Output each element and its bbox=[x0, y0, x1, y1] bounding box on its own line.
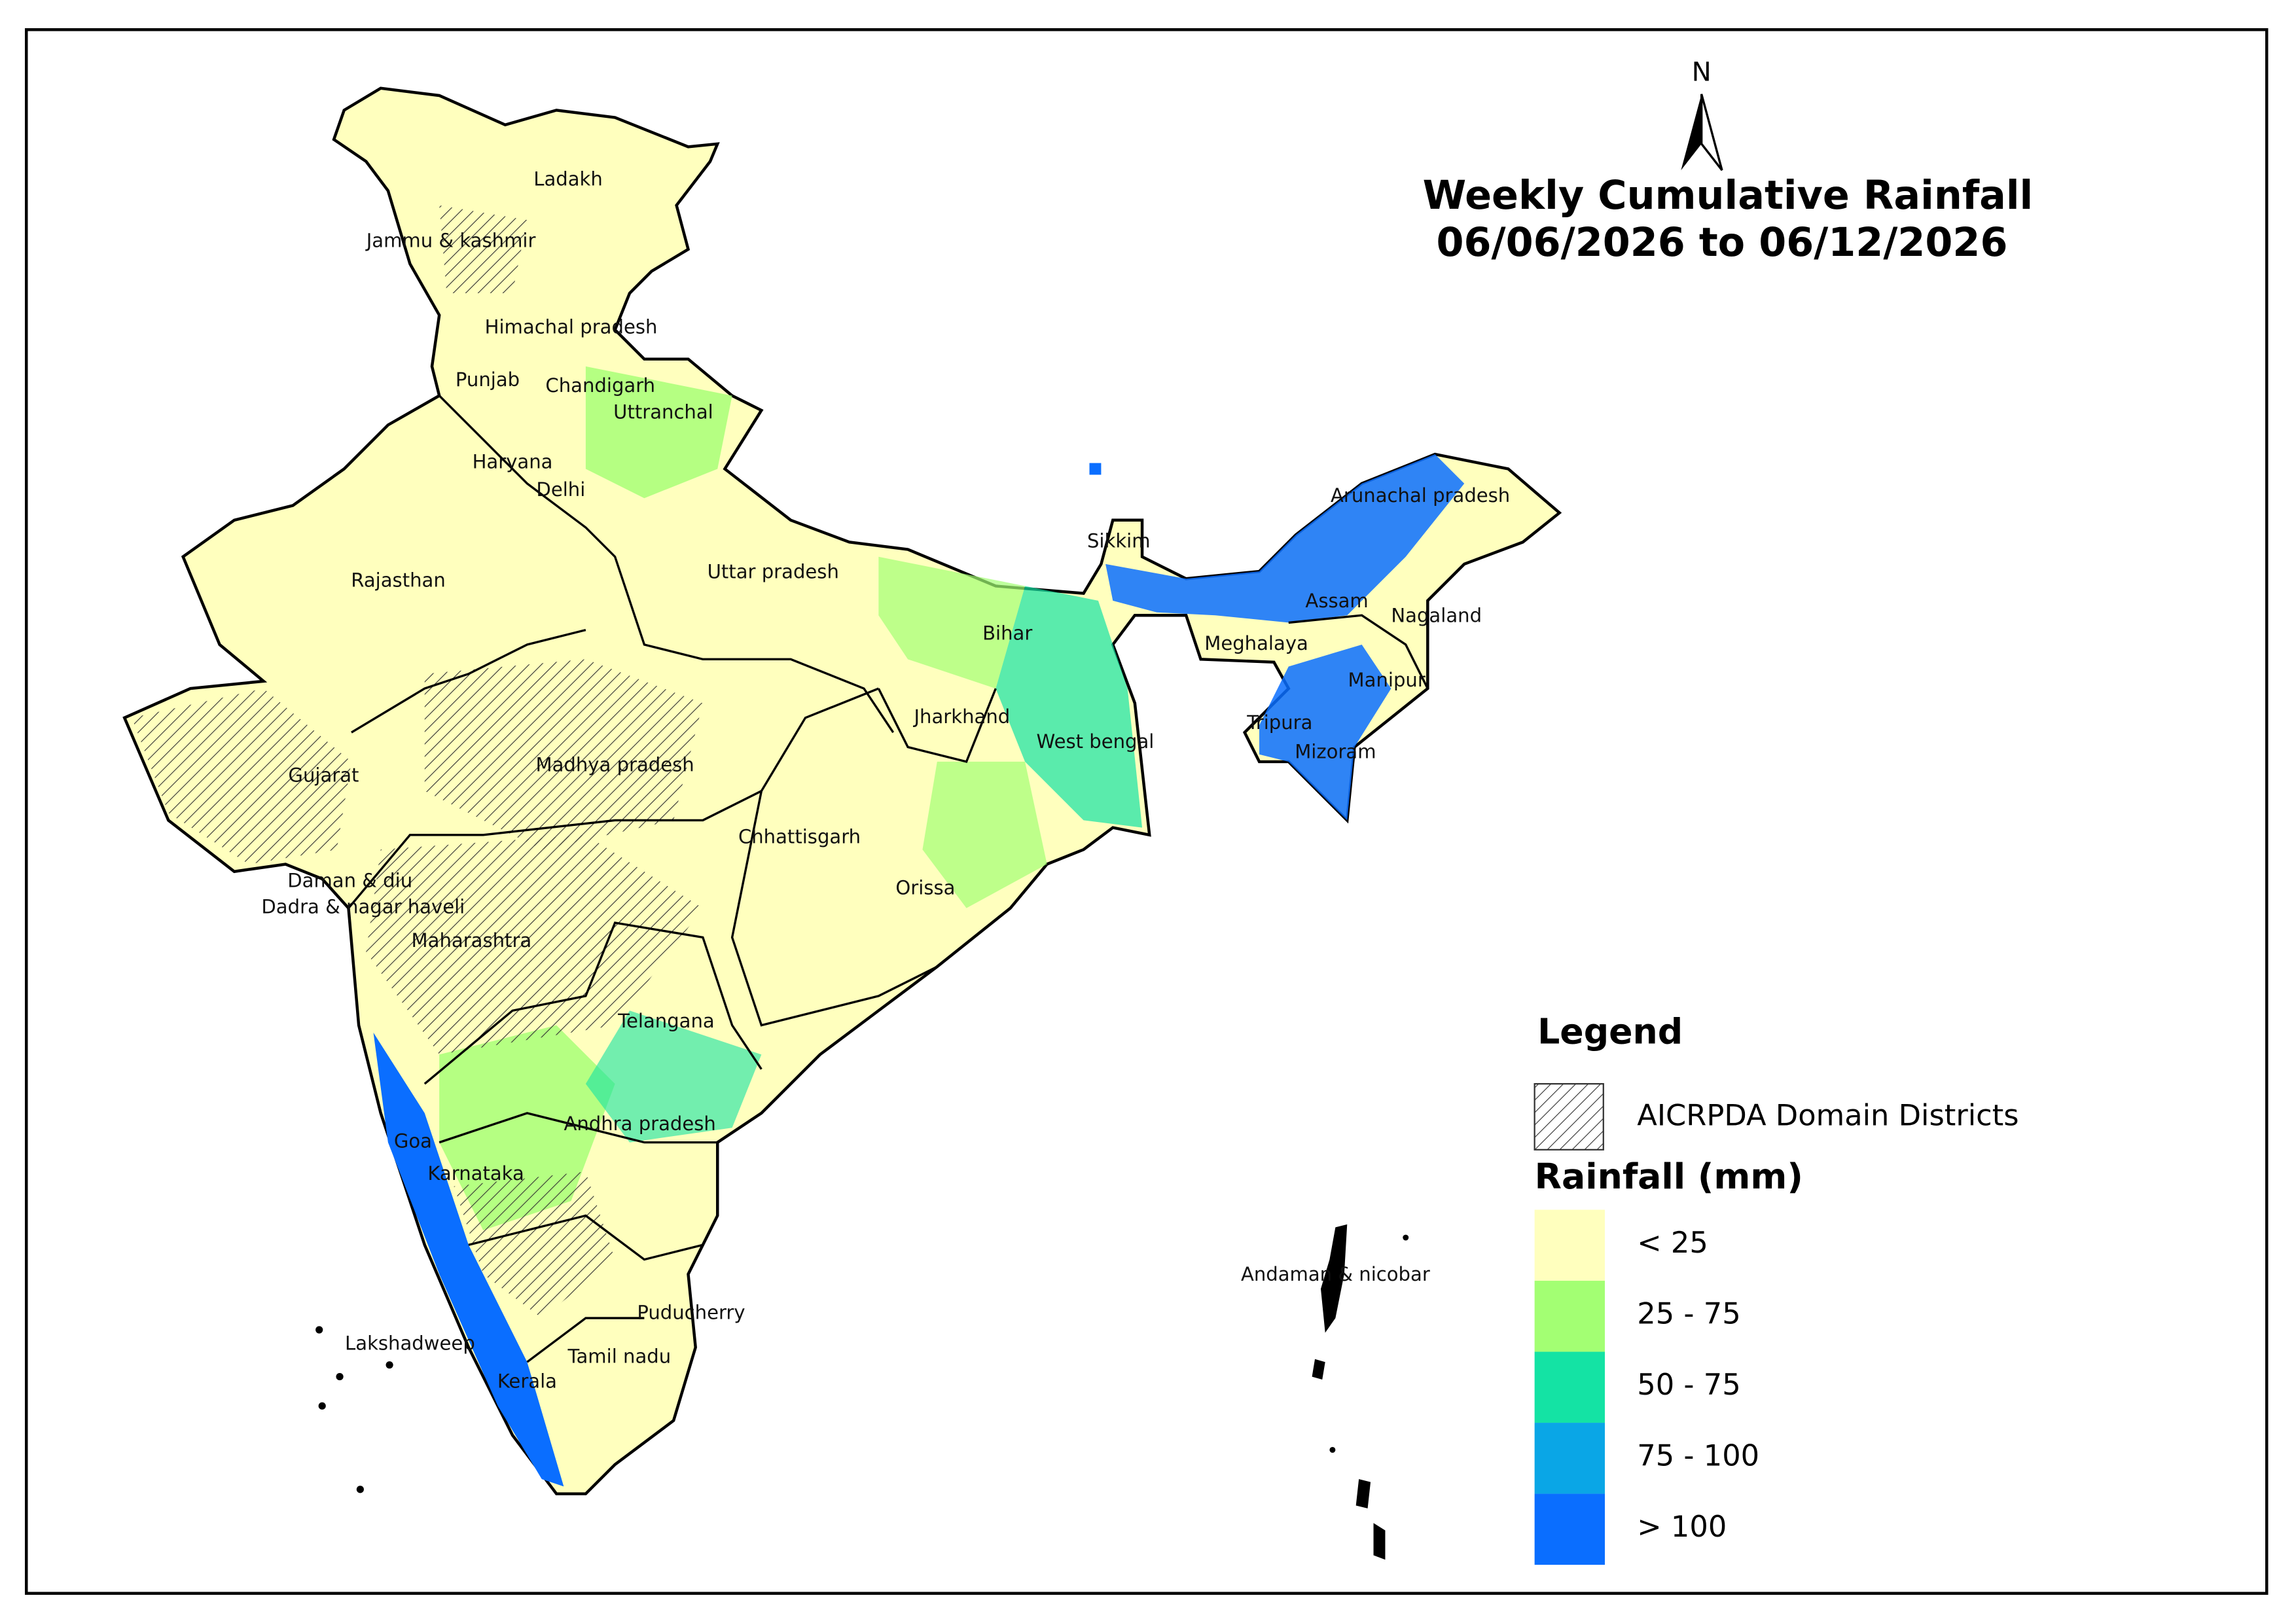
state-label: Himachal pradesh bbox=[485, 316, 658, 338]
legend: Legend AICRPDA Domain Districts Rainfall… bbox=[1534, 1011, 2019, 1565]
north-arrow: N bbox=[1681, 57, 1723, 171]
legend-label: < 25 bbox=[1637, 1225, 1708, 1260]
legend-label: 25 - 75 bbox=[1637, 1296, 1740, 1331]
legend-label: AICRPDA Domain Districts bbox=[1637, 1098, 2018, 1133]
state-label: Haryana bbox=[473, 451, 553, 473]
legend-swatch bbox=[1534, 1209, 1605, 1281]
state-label: Chandigarh bbox=[545, 374, 655, 397]
frame bbox=[25, 28, 2269, 1595]
state-label: Arunachal pradesh bbox=[1331, 484, 1510, 507]
legend-title: Legend bbox=[1537, 1011, 1683, 1052]
state-label: Gujarat bbox=[288, 764, 359, 786]
state-label: Maharashtra bbox=[412, 929, 532, 952]
legend-swatch bbox=[1534, 1351, 1605, 1423]
state-label: Andaman & nicobar bbox=[1241, 1263, 1430, 1285]
hatch-swatch bbox=[1534, 1083, 1604, 1150]
rainfall-patches bbox=[373, 366, 1465, 1487]
state-label: Jammu & kashmir bbox=[365, 230, 536, 252]
state-label: Delhi bbox=[536, 478, 585, 501]
state-label: Andhra pradesh bbox=[564, 1113, 715, 1135]
state-label: Daman & diu bbox=[287, 869, 412, 891]
state-label: Rajasthan bbox=[351, 569, 446, 592]
state-label: Lakshadweep bbox=[345, 1332, 475, 1354]
legend-label: 50 - 75 bbox=[1637, 1367, 1740, 1402]
state-label: Madhya pradesh bbox=[536, 754, 694, 776]
aicrpda-hatch bbox=[132, 205, 703, 1319]
state-borders bbox=[348, 395, 1429, 1363]
state-label: Mizoram bbox=[1295, 741, 1376, 763]
state-label: Puducherry bbox=[637, 1301, 745, 1323]
state-label: Kerala bbox=[497, 1370, 557, 1393]
state-label: West bengal bbox=[1037, 730, 1155, 753]
state-label: Ladakh bbox=[533, 168, 603, 190]
state-label: Uttar pradesh bbox=[708, 560, 839, 582]
legend-label: > 100 bbox=[1637, 1509, 1727, 1544]
state-label: Telangana bbox=[617, 1010, 715, 1032]
state-label: Tamil nadu bbox=[567, 1345, 672, 1367]
legend-label: 75 - 100 bbox=[1637, 1438, 1759, 1473]
state-label: Meghalaya bbox=[1204, 632, 1308, 654]
rain-cell bbox=[1089, 463, 1102, 475]
state-label: Dadra & nagar haveli bbox=[261, 896, 465, 918]
title: Weekly Cumulative Rainfall bbox=[1423, 173, 2034, 219]
state-labels: Ladakh Jammu & kashmir Himachal pradesh Pun… bbox=[261, 168, 1510, 1393]
state-label: Uttranchal bbox=[613, 401, 713, 423]
state-label: Sikkim bbox=[1087, 529, 1151, 552]
state-label: Manipur bbox=[1348, 669, 1426, 691]
title: 06/06/2026 to 06/12/2026 bbox=[1437, 220, 2008, 266]
legend-subtitle: Rainfall (mm) bbox=[1535, 1156, 1803, 1197]
legend-swatch bbox=[1534, 1423, 1605, 1494]
state-label: Tripura bbox=[1246, 711, 1312, 734]
state-label: Goa bbox=[394, 1130, 432, 1152]
state-label: Karnataka bbox=[427, 1162, 524, 1185]
state-label: Orissa bbox=[895, 877, 955, 899]
state-label: Jharkhand bbox=[912, 705, 1010, 728]
state-label: Chhattisgarh bbox=[738, 825, 861, 847]
state-label: Punjab bbox=[456, 368, 520, 391]
north-label: N bbox=[1692, 57, 1712, 87]
legend-swatch bbox=[1534, 1281, 1605, 1352]
state-label: Assam bbox=[1305, 590, 1368, 612]
india-map bbox=[122, 86, 1562, 1560]
legend-swatch bbox=[1534, 1493, 1605, 1565]
islands bbox=[315, 1224, 1409, 1560]
state-label: Nagaland bbox=[1391, 604, 1482, 626]
state-label: Bihar bbox=[982, 622, 1032, 644]
